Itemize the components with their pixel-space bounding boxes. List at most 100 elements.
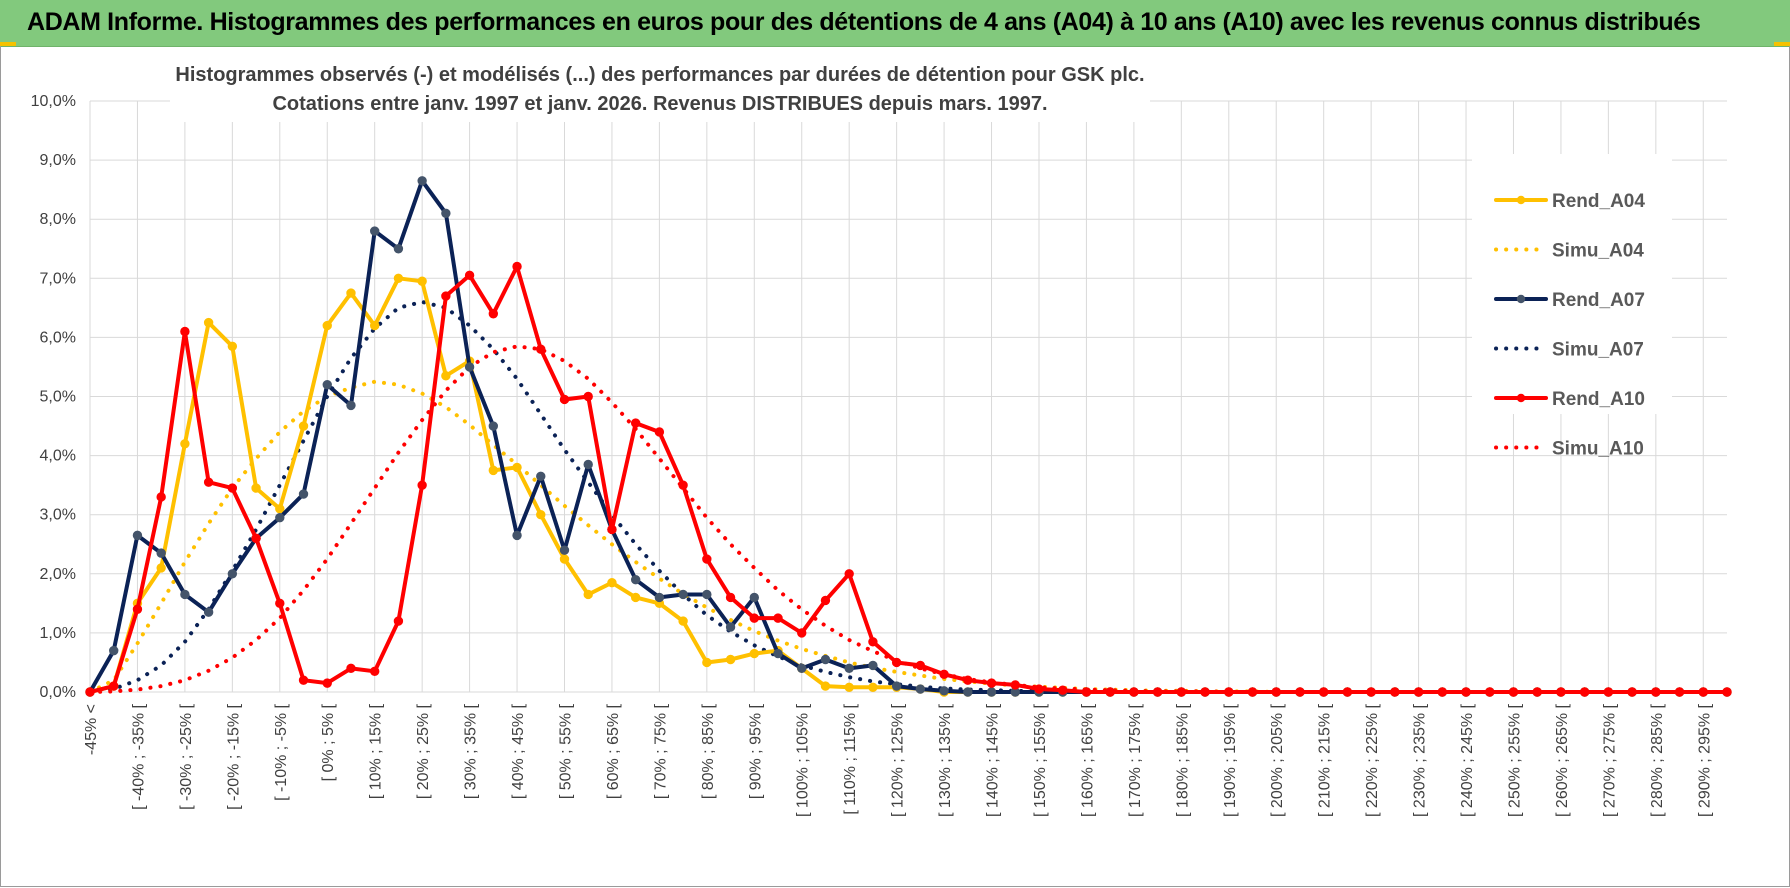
x-tick-label: [ 90% ; 95% [ [747, 703, 764, 799]
data-point-rend-a10 [298, 675, 309, 685]
x-tick-label: [ 70% ; 75% [ [652, 703, 669, 799]
data-point-rend-a10 [393, 616, 404, 626]
data-point-rend-a07 [109, 645, 119, 656]
data-point-rend-a10 [844, 569, 854, 579]
chart-title-line-2: Cotations entre janv. 1997 et janv. 2026… [272, 93, 1047, 115]
x-tick-label: [ 180% ; 185% [ [1174, 703, 1191, 817]
data-point-rend-a04 [488, 465, 499, 476]
data-point-rend-a04 [227, 341, 238, 351]
data-point-rend-a04 [251, 483, 261, 493]
series-line-rend-a10 [88, 264, 1729, 694]
data-point-rend-a04 [559, 554, 570, 564]
data-point-rend-a07 [820, 654, 831, 665]
data-point-rend-a04 [203, 317, 214, 328]
x-tick-label: [ 30% ; 35% [ [463, 703, 480, 799]
gridlines [89, 100, 1727, 693]
data-point-rend-a10 [1651, 687, 1661, 697]
legend-label-rend-a04: Rend_A04 [1552, 191, 1645, 212]
x-tick-label: [ 250% ; 255% [ [1506, 703, 1523, 817]
y-tick-label: 8,0% [40, 211, 76, 228]
legend-label-simu-a07: Simu_A07 [1552, 340, 1644, 361]
data-point-rend-a04 [369, 320, 380, 331]
data-point-rend-a04 [678, 616, 688, 626]
data-point-rend-a07 [180, 589, 190, 600]
data-point-rend-a10 [678, 480, 688, 490]
x-tick-label: [ 60% ; 65% [ [605, 703, 622, 799]
data-point-rend-a10 [1437, 687, 1448, 697]
data-point-rend-a07 [986, 687, 997, 697]
data-point-rend-a10 [441, 291, 451, 301]
data-point-rend-a10 [1318, 687, 1329, 697]
y-tick-label: 9,0% [40, 152, 76, 169]
data-point-rend-a10 [1010, 680, 1020, 690]
x-tick-label: [ -10% ; -5% [ [273, 703, 290, 800]
y-tick-label: 6,0% [40, 329, 76, 346]
data-point-rend-a10 [749, 613, 759, 623]
x-tick-label: [ 230% ; 235% [ [1412, 703, 1429, 817]
x-tick-label: [ 270% ; 275% [ [1601, 703, 1618, 817]
x-tick-label: [ 80% ; 85% [ [700, 703, 717, 799]
data-point-rend-a10 [227, 483, 238, 493]
y-tick-label: 1,0% [40, 625, 76, 642]
data-point-rend-a07 [630, 575, 641, 585]
data-point-rend-a07 [227, 569, 238, 579]
legend-label-simu-a04: Simu_A04 [1552, 241, 1644, 262]
data-point-rend-a10 [1532, 687, 1542, 697]
legend: Rend_A04 Simu_A04 Rend_A07 Simu_A07 Rend_A10… [1472, 154, 1672, 460]
data-point-rend-a10 [109, 681, 119, 691]
x-tick-label: [ 240% ; 245% [ [1459, 703, 1476, 817]
data-point-rend-a07 [939, 686, 949, 696]
data-point-rend-a10 [1105, 687, 1115, 697]
data-point-rend-a10 [583, 391, 593, 402]
data-point-rend-a04 [298, 421, 309, 431]
data-point-rend-a04 [275, 504, 285, 514]
data-point-rend-a04 [868, 682, 878, 692]
data-point-rend-a10 [939, 669, 949, 679]
data-point-rend-a10 [1627, 687, 1637, 697]
data-point-rend-a07 [915, 684, 926, 694]
data-point-rend-a10 [203, 477, 214, 487]
data-point-rend-a10 [607, 524, 617, 535]
legend-marker-rend-a04 [1516, 195, 1526, 205]
legend-marker-rend-a07 [1516, 294, 1526, 304]
x-axis-tick-labels: -45% < [ -40% ; -35% [[ -30% ; -25% [[ -2… [83, 703, 1713, 817]
data-point-rend-a07 [132, 530, 143, 541]
data-point-rend-a10 [1366, 687, 1376, 697]
data-point-rend-a10 [1224, 687, 1234, 697]
y-tick-label: 2,0% [40, 566, 76, 583]
legend-label-simu-a10: Simu_A10 [1552, 439, 1644, 460]
x-tick-label: [ 280% ; 285% [ [1649, 703, 1666, 817]
data-point-rend-a10 [1129, 687, 1139, 697]
x-tick-label: [ 100% ; 105% [ [795, 703, 812, 817]
data-point-rend-a04 [583, 589, 593, 600]
x-tick-label: [ 220% ; 225% [ [1364, 703, 1381, 817]
legend-label-rend-a07: Rend_A07 [1552, 290, 1645, 311]
data-point-rend-a07 [203, 607, 214, 617]
data-point-rend-a10 [773, 613, 783, 623]
data-point-rend-a07 [702, 589, 712, 600]
data-point-rend-a10 [1674, 687, 1685, 697]
legend-label-rend-a10: Rend_A10 [1552, 389, 1645, 410]
data-point-rend-a07 [868, 660, 878, 671]
data-point-rend-a04 [725, 654, 736, 665]
report-title: ADAM Informe. Histogrammes des performan… [27, 8, 1701, 36]
data-point-rend-a07 [275, 512, 285, 523]
x-tick-label: [ 290% ; 295% [ [1696, 703, 1713, 817]
data-point-rend-a10 [1603, 687, 1614, 697]
data-point-rend-a10 [797, 628, 807, 638]
x-tick-label: [ 130% ; 135% [ [937, 703, 954, 817]
data-point-rend-a07 [749, 592, 759, 603]
data-point-rend-a07 [488, 421, 499, 431]
data-point-rend-a04 [749, 648, 759, 659]
x-tick-label: [ 0% ; 5% [ [320, 703, 337, 781]
y-axis-tick-labels: 0,0% 1,0% 2,0% 3,0% 4,0% 5,0% 6,0% 7,0% 8,0% 9,0%… [31, 93, 76, 701]
data-point-rend-a07 [844, 663, 854, 674]
x-tick-label: [ -40% ; -35% [ [130, 703, 147, 809]
data-point-rend-a07 [464, 362, 475, 372]
data-point-rend-a10 [654, 427, 665, 437]
data-point-rend-a07 [963, 687, 973, 697]
data-point-rend-a07 [322, 379, 332, 390]
data-series [85, 176, 1732, 697]
data-point-rend-a10 [1413, 687, 1424, 697]
data-point-rend-a10 [963, 675, 973, 685]
